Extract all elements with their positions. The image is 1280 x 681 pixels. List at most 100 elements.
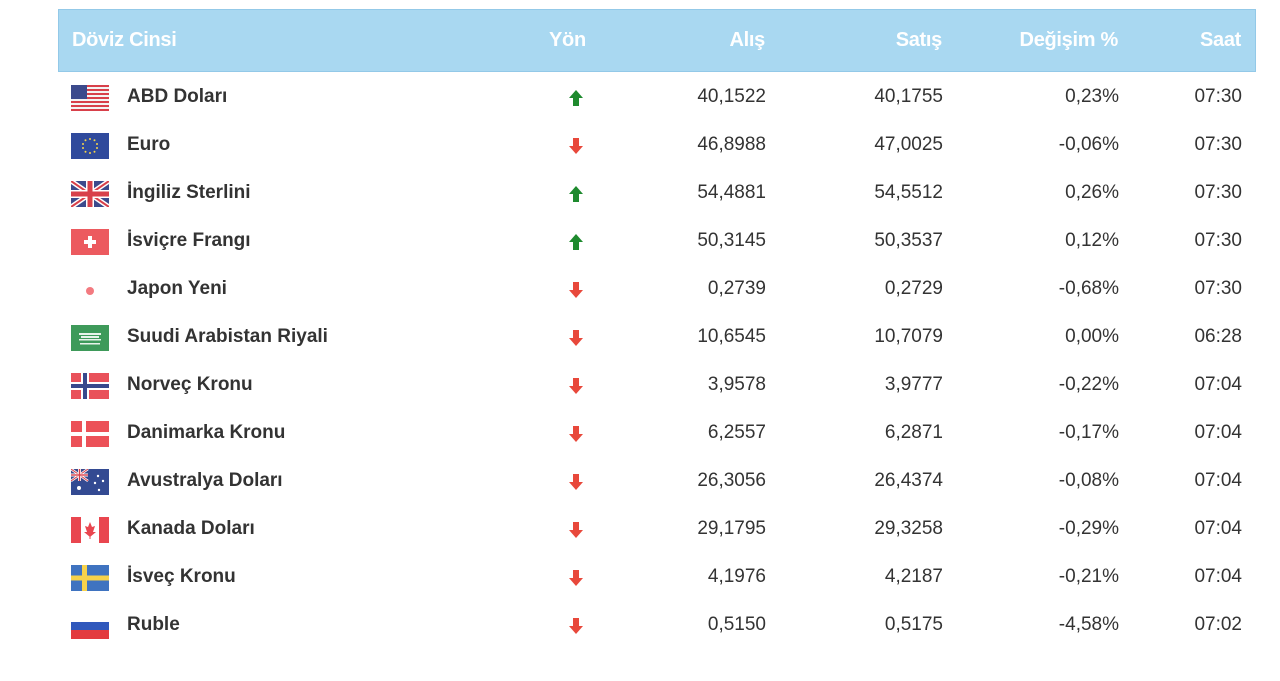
table-row[interactable]: Danimarka Kronu 6,2557 6,2871 -0,17% 07:… xyxy=(58,408,1256,456)
usa-flag-icon xyxy=(71,85,109,111)
change-percent: -0,21% xyxy=(1058,566,1119,587)
currency-name[interactable]: ABD Doları xyxy=(127,86,228,107)
buy-price: 26,3056 xyxy=(697,470,766,491)
table-row[interactable]: Japon Yeni 0,2739 0,2729 -0,68% 07:30 xyxy=(58,264,1256,312)
currency-name[interactable]: Norveç Kronu xyxy=(127,374,253,395)
change-percent: -4,58% xyxy=(1058,614,1119,635)
currency-name[interactable]: Avustralya Doları xyxy=(127,470,283,491)
table-row[interactable]: İsveç Kronu 4,1976 4,2187 -0,21% 07:04 xyxy=(58,552,1256,600)
currency-table: Döviz Cinsi Yön Alış Satış Değişim % Saa… xyxy=(58,9,1256,648)
japan-flag-icon xyxy=(71,277,109,303)
switzerland-flag-icon xyxy=(71,229,109,255)
sell-price: 54,5512 xyxy=(874,182,943,203)
sell-price: 6,2871 xyxy=(884,422,943,443)
currency-name[interactable]: Suudi Arabistan Riyali xyxy=(127,326,328,347)
australia-flag-icon xyxy=(71,469,109,495)
currency-name[interactable]: İngiliz Sterlini xyxy=(127,182,251,203)
column-header-sell[interactable]: Satış xyxy=(895,29,943,51)
update-time: 07:30 xyxy=(1194,134,1242,155)
change-percent: -0,29% xyxy=(1058,518,1119,539)
arrow-down-icon xyxy=(567,568,585,588)
buy-price: 50,3145 xyxy=(697,230,766,251)
sell-price: 4,2187 xyxy=(884,566,943,587)
arrow-down-icon xyxy=(567,424,585,444)
column-header-buy[interactable]: Alış xyxy=(729,29,766,51)
change-percent: 0,26% xyxy=(1065,182,1119,203)
change-percent: 0,00% xyxy=(1065,326,1119,347)
update-time: 07:30 xyxy=(1194,182,1242,203)
arrow-down-icon xyxy=(567,136,585,156)
buy-price: 0,5150 xyxy=(707,614,766,635)
column-header-time[interactable]: Saat xyxy=(1199,29,1241,51)
sell-price: 3,9777 xyxy=(884,374,943,395)
table-row[interactable]: Suudi Arabistan Riyali 10,6545 10,7079 0… xyxy=(58,312,1256,360)
currency-name[interactable]: Danimarka Kronu xyxy=(127,422,286,443)
arrow-up-icon xyxy=(567,88,585,108)
buy-price: 29,1795 xyxy=(697,518,766,539)
sell-price: 40,1755 xyxy=(874,86,943,107)
table-row[interactable]: Kanada Doları 29,1795 29,3258 -0,29% 07:… xyxy=(58,504,1256,552)
arrow-down-icon xyxy=(567,616,585,636)
change-percent: -0,17% xyxy=(1058,422,1119,443)
table-row[interactable]: Norveç Kronu 3,9578 3,9777 -0,22% 07:04 xyxy=(58,360,1256,408)
buy-price: 4,1976 xyxy=(707,566,766,587)
norway-flag-icon xyxy=(71,373,109,399)
arrow-down-icon xyxy=(567,376,585,396)
buy-price: 40,1522 xyxy=(697,86,766,107)
currency-name[interactable]: İsveç Kronu xyxy=(127,566,236,587)
currency-name[interactable]: Euro xyxy=(127,134,171,155)
denmark-flag-icon xyxy=(71,421,109,447)
arrow-down-icon xyxy=(567,328,585,348)
update-time: 07:04 xyxy=(1194,422,1242,443)
column-header-direction[interactable]: Yön xyxy=(549,29,586,51)
buy-price: 54,4881 xyxy=(697,182,766,203)
saudi-arabia-flag-icon xyxy=(71,325,109,351)
change-percent: -0,06% xyxy=(1058,134,1119,155)
table-row[interactable]: Avustralya Doları 26,3056 26,4374 -0,08%… xyxy=(58,456,1256,504)
sweden-flag-icon xyxy=(71,565,109,591)
sell-price: 29,3258 xyxy=(874,518,943,539)
table-body: ABD Doları 40,1522 40,1755 0,23% 07:30 E… xyxy=(58,72,1256,648)
update-time: 07:30 xyxy=(1194,278,1242,299)
arrow-up-icon xyxy=(567,232,585,252)
table-row[interactable]: Euro 46,8988 47,0025 -0,06% 07:30 xyxy=(58,120,1256,168)
table-header: Döviz Cinsi Yön Alış Satış Değişim % Saa… xyxy=(58,9,1256,72)
column-header-change[interactable]: Değişim % xyxy=(1019,29,1119,51)
sell-price: 50,3537 xyxy=(874,230,943,251)
column-header-currency[interactable]: Döviz Cinsi xyxy=(72,29,177,51)
currency-name[interactable]: Ruble xyxy=(127,614,180,635)
table-row[interactable]: Ruble 0,5150 0,5175 -4,58% 07:02 xyxy=(58,600,1256,648)
table-row[interactable]: İngiliz Sterlini 54,4881 54,5512 0,26% 0… xyxy=(58,168,1256,216)
eu-flag-icon xyxy=(71,133,109,159)
russia-flag-icon xyxy=(71,613,109,639)
currency-name[interactable]: Kanada Doları xyxy=(127,518,255,539)
buy-price: 10,6545 xyxy=(697,326,766,347)
sell-price: 26,4374 xyxy=(874,470,943,491)
update-time: 07:30 xyxy=(1194,230,1242,251)
change-percent: -0,68% xyxy=(1058,278,1119,299)
uk-flag-icon xyxy=(71,181,109,207)
table-row[interactable]: İsviçre Frangı 50,3145 50,3537 0,12% 07:… xyxy=(58,216,1256,264)
arrow-down-icon xyxy=(567,520,585,540)
change-percent: -0,22% xyxy=(1058,374,1119,395)
update-time: 07:30 xyxy=(1194,86,1242,107)
sell-price: 0,5175 xyxy=(884,614,943,635)
change-percent: 0,23% xyxy=(1065,86,1119,107)
buy-price: 3,9578 xyxy=(707,374,766,395)
update-time: 07:04 xyxy=(1194,374,1242,395)
change-percent: 0,12% xyxy=(1065,230,1119,251)
sell-price: 0,2729 xyxy=(884,278,943,299)
update-time: 07:04 xyxy=(1194,470,1242,491)
sell-price: 47,0025 xyxy=(874,134,943,155)
table-row[interactable]: ABD Doları 40,1522 40,1755 0,23% 07:30 xyxy=(58,72,1256,120)
arrow-down-icon xyxy=(567,280,585,300)
update-time: 07:02 xyxy=(1194,614,1242,635)
sell-price: 10,7079 xyxy=(874,326,943,347)
currency-name[interactable]: Japon Yeni xyxy=(127,278,227,299)
update-time: 06:28 xyxy=(1194,326,1242,347)
update-time: 07:04 xyxy=(1194,566,1242,587)
currency-name[interactable]: İsviçre Frangı xyxy=(127,230,251,251)
buy-price: 46,8988 xyxy=(697,134,766,155)
arrow-down-icon xyxy=(567,472,585,492)
buy-price: 0,2739 xyxy=(707,278,766,299)
